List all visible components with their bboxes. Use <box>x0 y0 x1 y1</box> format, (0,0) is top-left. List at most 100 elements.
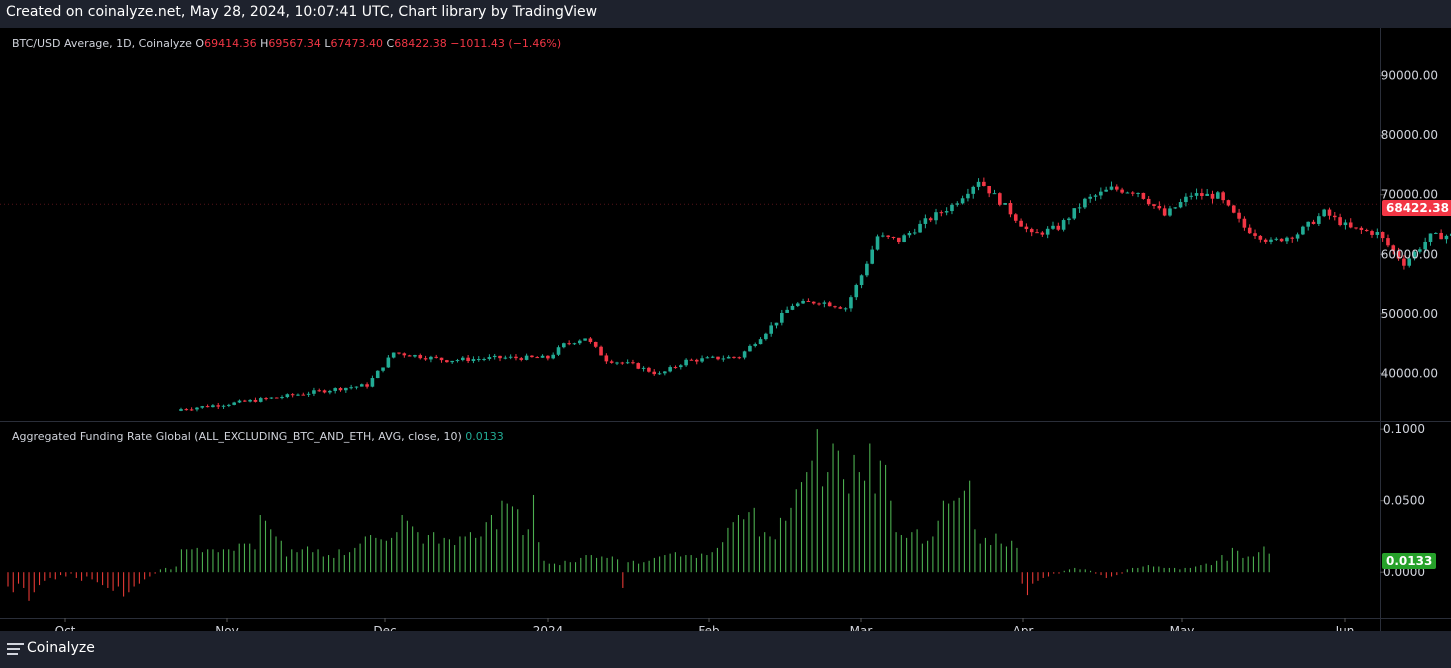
candle <box>1130 191 1135 197</box>
candle <box>641 366 646 372</box>
candle-body <box>1231 205 1236 213</box>
funding-legend: Aggregated Funding Rate Global (ALL_EXCL… <box>12 430 504 443</box>
candle <box>211 404 215 408</box>
candle-body <box>1184 196 1188 203</box>
candle <box>461 356 465 362</box>
candle <box>1019 218 1023 227</box>
candle-body <box>274 397 279 399</box>
candle <box>1099 187 1103 200</box>
candle-body <box>726 356 731 359</box>
candle-body <box>1327 209 1332 216</box>
candle <box>455 358 460 363</box>
candle <box>280 395 284 400</box>
chart-canvas[interactable]: 90000.00 80000.00 70000.00 60000.00 50000.00… <box>0 28 1451 631</box>
candle <box>668 365 672 373</box>
candle <box>652 369 657 376</box>
candle-body <box>189 409 194 411</box>
candle-body <box>780 312 784 323</box>
candle-body <box>439 357 444 361</box>
candle <box>1247 224 1252 234</box>
candle-body <box>1210 193 1215 199</box>
candle <box>354 386 359 390</box>
candle <box>540 354 545 358</box>
candle <box>296 393 300 396</box>
candle <box>886 235 890 239</box>
candle-body <box>1428 233 1433 242</box>
candle-body <box>338 388 343 391</box>
candle <box>423 355 428 361</box>
candle <box>881 232 885 238</box>
time-axis-label: Feb <box>698 624 719 631</box>
candle-body <box>710 356 715 358</box>
candle-body <box>1348 222 1353 228</box>
candle-body <box>354 386 359 388</box>
candle <box>896 237 901 245</box>
candle-body <box>227 404 231 406</box>
candle-body <box>987 185 991 194</box>
candle-body <box>1168 208 1172 216</box>
chart-area[interactable]: 90000.00 80000.00 70000.00 60000.00 50000.00… <box>0 28 1451 631</box>
candle <box>1226 199 1231 207</box>
candle-body <box>875 236 880 250</box>
candle-body <box>902 235 906 243</box>
candle <box>1332 211 1337 221</box>
menu-icon[interactable] <box>7 643 24 657</box>
candle-body <box>1205 193 1209 196</box>
candle <box>732 356 736 359</box>
candle-body <box>1061 220 1066 230</box>
candle <box>1152 203 1156 209</box>
funding-pane <box>7 429 1270 601</box>
candle <box>248 399 252 403</box>
candle-body <box>1146 198 1151 205</box>
candle <box>955 201 960 207</box>
candle <box>918 220 922 233</box>
candle <box>317 388 322 392</box>
candle <box>1306 221 1311 231</box>
candle-body <box>663 371 667 374</box>
candle-body <box>950 204 954 212</box>
time-axis-label: Dec <box>373 624 396 631</box>
candle-body <box>609 361 614 363</box>
candle <box>365 382 369 389</box>
candle <box>1109 181 1114 191</box>
candle <box>1402 255 1406 270</box>
candle <box>1423 237 1427 253</box>
candle <box>1322 208 1326 218</box>
candle <box>1279 238 1284 243</box>
candle <box>1200 188 1204 200</box>
candle-body <box>1386 238 1390 246</box>
candle <box>811 301 816 305</box>
candle <box>966 188 970 202</box>
brand-label: Coinalyze <box>27 640 95 656</box>
candle-body <box>200 406 205 408</box>
time-axis-label: Mar <box>850 624 873 631</box>
candle <box>998 192 1002 207</box>
candle <box>386 355 391 368</box>
candle <box>742 350 747 360</box>
candle <box>1263 238 1268 244</box>
candle <box>1013 213 1018 224</box>
candle-body <box>944 211 949 213</box>
candle-body <box>636 363 641 369</box>
candle <box>391 352 396 359</box>
candle-body <box>221 405 226 407</box>
candle <box>1114 184 1119 192</box>
candle <box>700 355 704 363</box>
candle <box>232 401 236 406</box>
candle-body <box>620 362 625 364</box>
candle-body <box>907 232 912 236</box>
candle-body <box>912 232 917 234</box>
candle-body <box>519 358 524 360</box>
candle <box>950 203 954 215</box>
candle <box>1407 254 1412 268</box>
price-axis-label: 60000.00 <box>1381 247 1438 261</box>
candle-body <box>567 343 571 345</box>
candle-body <box>982 181 986 186</box>
candle-body <box>344 387 348 391</box>
candle-body <box>971 186 976 194</box>
candle-body <box>359 384 364 387</box>
candle-body <box>976 181 981 187</box>
candle-body <box>1008 203 1013 215</box>
candle-body <box>1200 193 1204 196</box>
candle-body <box>503 357 508 359</box>
